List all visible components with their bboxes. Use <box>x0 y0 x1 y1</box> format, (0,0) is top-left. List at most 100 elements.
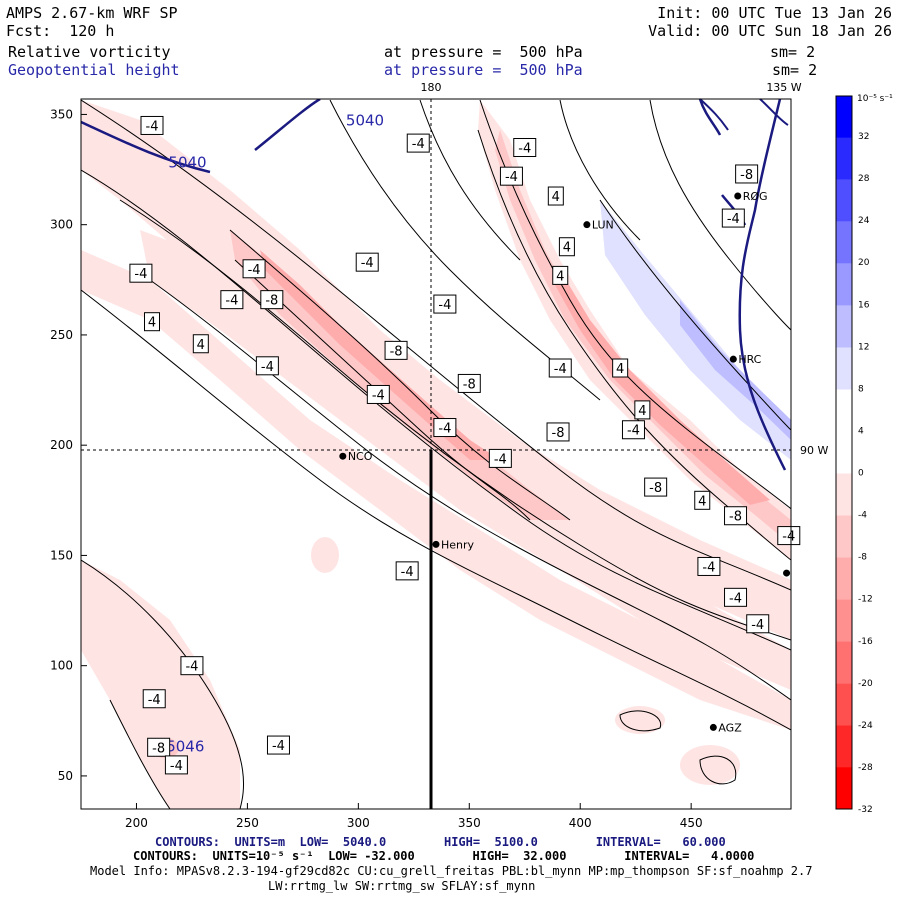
contour-label: -8 <box>463 377 476 392</box>
contour-label-box <box>433 294 457 314</box>
contour-label: 4 <box>197 338 205 353</box>
contour-label-box <box>552 265 569 285</box>
y-tick-label: 350 <box>50 107 73 121</box>
contour-label-box <box>558 237 575 257</box>
contour-label-box <box>621 420 645 440</box>
y-tick-label: 250 <box>50 328 73 342</box>
contour-label: -4 <box>412 137 425 152</box>
contour-label: -4 <box>627 424 640 439</box>
contour-label-box <box>395 561 419 581</box>
contour-label: -4 <box>438 298 451 313</box>
contour-label: -4 <box>518 142 531 157</box>
contour-label: -8 <box>390 344 403 359</box>
station-markers: NCO Henry RØG LUN HRC AGZ <box>339 190 791 734</box>
contour-label: -4 <box>148 693 161 708</box>
color-bar-label: -4 <box>858 511 867 521</box>
contour-label: -4 <box>401 565 414 580</box>
color-bar-label: 0 <box>858 469 864 479</box>
model-title: AMPS 2.67-km WRF SP <box>6 4 178 22</box>
meridian-label-135w: 135 W <box>766 81 801 94</box>
x-tick-label: 350 <box>458 816 481 830</box>
station-dot <box>339 452 347 460</box>
contour-label-box <box>457 373 481 393</box>
footer-physics-info: LW:rrtmg_lw SW:rrtmg_sw SFLAY:sf_mynn <box>268 879 536 893</box>
contour-label-box <box>140 115 164 135</box>
height-label: 5046 <box>166 738 204 756</box>
contour-label-box <box>488 448 512 468</box>
height-label: 5040 <box>168 153 206 171</box>
color-bar-label: 12 <box>858 342 869 352</box>
contour-label-box <box>355 252 379 272</box>
color-bar-label: 8 <box>858 384 864 394</box>
color-bar-swatch <box>836 641 852 684</box>
contour-label-box <box>366 384 390 404</box>
vorticity-contour-labels: -4-4-4-4-8-4-8-4-4-444-4-4-8-8-4-4 -8-4-4… <box>129 115 801 775</box>
contour-label-box <box>220 290 244 310</box>
contour-label: -8 <box>152 741 165 756</box>
color-bar-label: -28 <box>858 763 873 773</box>
contour-label: -4 <box>134 267 147 282</box>
contour-label-box <box>548 358 572 378</box>
contour-label: -8 <box>740 168 753 183</box>
color-bar-swatch <box>836 263 852 306</box>
init-time: Init: 00 UTC Tue 13 Jan 26 <box>657 4 892 22</box>
station-label: RØG <box>743 190 768 203</box>
contour-label-box <box>746 614 770 634</box>
contour-label-box <box>384 340 408 360</box>
contour-label-box <box>612 358 629 378</box>
contour-label-box <box>242 259 266 279</box>
color-bar-swatch <box>836 599 852 642</box>
color-bar-swatch <box>836 431 852 474</box>
color-bar-swatch <box>836 221 852 264</box>
color-bar-label: 16 <box>858 300 870 310</box>
y-tick-label: 200 <box>50 438 73 452</box>
station-label: AGZ <box>718 721 742 734</box>
contour-label-box <box>694 490 711 510</box>
contour-label: -4 <box>261 360 274 375</box>
contour-label: -4 <box>272 739 285 754</box>
contour-label: -4 <box>225 294 238 309</box>
contour-label-box <box>724 587 748 607</box>
contour-label-box <box>142 689 166 709</box>
contour-label-box <box>180 656 204 676</box>
vorticity-contours <box>81 99 791 809</box>
field-name-vorticity: Relative vorticity <box>8 43 171 61</box>
contour-label: -4 <box>372 388 385 403</box>
contour-label-box <box>260 290 284 310</box>
contour-label: -4 <box>782 530 795 545</box>
station-dot <box>734 192 742 200</box>
station-dot <box>583 221 591 229</box>
contour-label: 4 <box>698 494 706 509</box>
contour-label: -4 <box>170 759 183 774</box>
contour-label-box <box>547 186 564 206</box>
y-tick-label: 50 <box>58 769 73 783</box>
color-bar-label: -8 <box>858 553 867 563</box>
x-tick-label: 300 <box>347 816 370 830</box>
contour-label: -4 <box>505 170 518 185</box>
contour-label-box <box>433 418 457 438</box>
contour-label-box <box>721 208 745 228</box>
contour-label: -4 <box>702 560 715 575</box>
color-bar-units: 10⁻⁵ s⁻¹ <box>857 94 893 104</box>
contour-label-box <box>644 477 668 497</box>
contour-label: -8 <box>265 294 278 309</box>
height-contours <box>81 99 787 471</box>
contour-label-box <box>129 263 153 283</box>
contour-label-box <box>735 164 759 184</box>
field-name-height: Geopotential height <box>8 61 180 79</box>
color-bar-swatch <box>836 515 852 558</box>
color-bar-label: -24 <box>858 721 873 731</box>
color-bar-swatch <box>836 305 852 348</box>
contour-label-box <box>724 506 748 526</box>
color-bar-label: 4 <box>858 426 864 436</box>
contour-label: 4 <box>563 241 571 256</box>
station-label: LUN <box>592 219 614 232</box>
color-bar-swatch <box>836 683 852 726</box>
x-tick-label: 400 <box>569 816 592 830</box>
color-bar: 32 28 24 20 16 12 8 4 0 -4 -8 -12 -16 -20 -24 -28 -32 <box>835 95 873 815</box>
color-bar-label: 24 <box>858 216 870 226</box>
color-bar-swatch <box>836 473 852 516</box>
contour-label-box <box>164 755 188 775</box>
color-bar-swatch <box>836 96 852 138</box>
contour-label: -8 <box>729 510 742 525</box>
